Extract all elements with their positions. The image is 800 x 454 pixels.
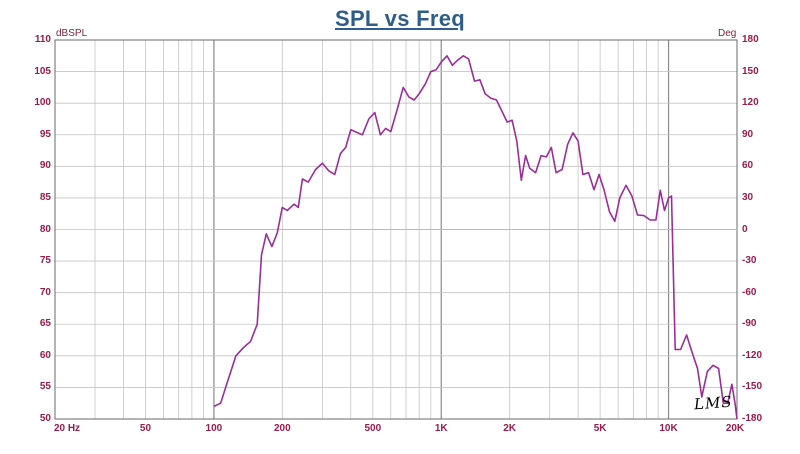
y2-tick-label: 120 bbox=[742, 97, 759, 109]
lms-logo: LMS bbox=[693, 392, 734, 414]
y2-tick-label: 0 bbox=[742, 223, 748, 235]
x-tick-label: 100 bbox=[205, 423, 223, 434]
y-tick-label: 60 bbox=[39, 349, 51, 361]
y-tick-label: 95 bbox=[39, 128, 51, 140]
y-tick-label: 80 bbox=[39, 223, 51, 235]
y2-tick-label: 90 bbox=[742, 128, 754, 140]
y-tick-label: 50 bbox=[39, 413, 51, 424]
x-tick-label: 10K bbox=[659, 423, 678, 434]
y2-tick-label: -150 bbox=[742, 381, 763, 393]
y-tick-label: 85 bbox=[39, 191, 51, 203]
y-tick-label: 55 bbox=[39, 381, 51, 393]
y-tick-label: 75 bbox=[39, 255, 51, 267]
x-tick-label: 500 bbox=[364, 423, 382, 434]
y-tick-label: 110 bbox=[34, 34, 51, 45]
spl-series-line bbox=[213, 54, 738, 420]
y-tick-label: 100 bbox=[34, 97, 51, 109]
y2-axis-unit-label: Deg bbox=[718, 28, 737, 39]
y-tick-label: 65 bbox=[39, 318, 51, 330]
x-tick-label: 1K bbox=[434, 423, 448, 434]
y2-tick-label: 150 bbox=[742, 65, 759, 77]
y2-tick-label: -180 bbox=[742, 413, 763, 424]
chart-title: SPL vs Freq bbox=[334, 6, 466, 31]
x-tick-label: 5K bbox=[593, 423, 607, 434]
y2-tick-label: -60 bbox=[742, 286, 757, 298]
y-tick-label: 90 bbox=[39, 160, 51, 172]
y-tick-label: 70 bbox=[39, 286, 51, 298]
y2-tick-label: -30 bbox=[742, 255, 757, 267]
y-tick-label: 105 bbox=[34, 65, 51, 77]
y2-tick-label: 60 bbox=[742, 160, 754, 172]
x-tick-label: 50 bbox=[139, 423, 152, 434]
x-tick-label: 20 Hz bbox=[53, 423, 81, 434]
y-axis-unit-label: dBSPL bbox=[56, 28, 88, 39]
x-tick-label: 2K bbox=[503, 423, 517, 434]
y2-tick-label: -90 bbox=[742, 318, 757, 330]
y2-tick-label: 30 bbox=[742, 191, 754, 203]
x-tick-label: 200 bbox=[273, 423, 291, 434]
y2-tick-label: -120 bbox=[742, 349, 763, 361]
x-tick-label: 20K bbox=[725, 423, 745, 434]
y2-tick-label: 180 bbox=[742, 34, 759, 45]
